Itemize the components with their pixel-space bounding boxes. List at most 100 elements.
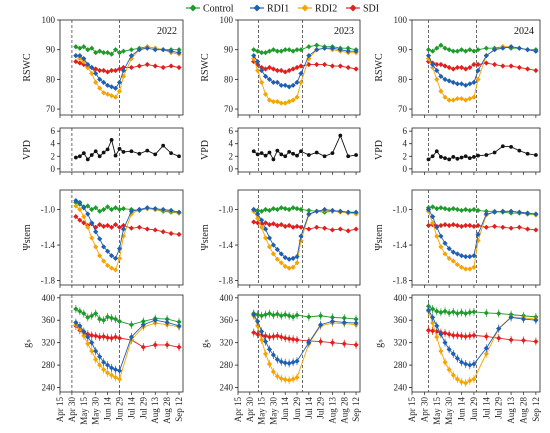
rdi1-point bbox=[112, 255, 119, 261]
rdi1-point bbox=[425, 53, 432, 59]
y-axis-label: RSWC bbox=[200, 53, 211, 82]
rdi1-point bbox=[467, 81, 473, 87]
y-axis-label: gₛ bbox=[374, 339, 385, 348]
rdi1-point bbox=[306, 211, 312, 217]
control-point bbox=[471, 48, 477, 54]
panel-psi-2023: -1.0 -1.4 -1.8 Ψstem bbox=[200, 189, 361, 288]
x-tick-label: Jun 29 bbox=[292, 397, 302, 421]
rdi1-point bbox=[128, 334, 135, 340]
rdi1-point bbox=[259, 217, 265, 223]
sdi-point bbox=[520, 337, 527, 344]
rdi1-point bbox=[306, 340, 312, 346]
rdi1-point bbox=[255, 318, 261, 324]
sdi-point bbox=[140, 344, 146, 350]
panel-frame bbox=[237, 127, 361, 173]
control-point bbox=[120, 48, 127, 54]
rdi1-point bbox=[467, 253, 473, 260]
rdi2-point bbox=[112, 94, 119, 100]
y-tick-label: 360 bbox=[42, 315, 56, 325]
y-axis-label: RSWC bbox=[22, 53, 33, 82]
control-point bbox=[77, 308, 83, 314]
rdi1-point bbox=[446, 78, 452, 84]
sdi-point bbox=[266, 222, 273, 228]
rdi2-point bbox=[77, 55, 83, 62]
sdi-point bbox=[77, 60, 83, 66]
rdi2-point bbox=[255, 215, 261, 222]
rdi2-point bbox=[262, 235, 269, 241]
rdi1-point bbox=[491, 47, 498, 53]
rdi2-point bbox=[458, 379, 465, 385]
rdi1-point bbox=[294, 358, 300, 364]
rdi2-point bbox=[290, 264, 296, 270]
sdi-point bbox=[353, 226, 359, 232]
panel-frame bbox=[237, 294, 361, 393]
vpd-point bbox=[121, 149, 126, 154]
rdi1-point bbox=[463, 361, 469, 367]
y-tick-label: 100 bbox=[220, 15, 234, 25]
rdi1-point bbox=[525, 210, 531, 216]
sdi-point bbox=[434, 328, 440, 335]
sdi-point bbox=[144, 61, 150, 68]
control-point bbox=[278, 205, 284, 211]
x-tick-label: Apr 15 bbox=[233, 397, 243, 423]
y-tick-label: -1.4 bbox=[393, 240, 408, 250]
x-tick-label: May 15 bbox=[257, 397, 267, 425]
rdi1-point bbox=[73, 53, 79, 59]
rdi1-point bbox=[176, 323, 182, 329]
rdi1-point bbox=[81, 205, 87, 211]
sdi-point bbox=[467, 222, 473, 229]
rdi1-point bbox=[274, 246, 280, 253]
rdi2-point bbox=[108, 265, 115, 271]
rdi1-point bbox=[251, 53, 257, 59]
vpd-point bbox=[330, 151, 335, 156]
rdi1-point bbox=[471, 361, 477, 367]
x-tick-label: Jun 29 bbox=[469, 397, 479, 421]
control-point bbox=[251, 47, 257, 53]
rdi2-point bbox=[108, 372, 115, 378]
rdi1-point bbox=[430, 314, 436, 321]
x-tick-label: Jul 14 bbox=[126, 397, 136, 419]
rdi2-point bbox=[262, 91, 269, 97]
rdi1-point bbox=[77, 199, 83, 206]
sdi-point bbox=[475, 61, 481, 68]
rdi1-point bbox=[475, 67, 481, 74]
vpd-point bbox=[275, 148, 280, 153]
control-point bbox=[450, 206, 456, 212]
rdi1-point bbox=[442, 340, 448, 346]
rdi1-point bbox=[500, 45, 506, 51]
control-point bbox=[112, 47, 119, 53]
rdi2-point bbox=[454, 376, 461, 382]
rdi2-point bbox=[463, 266, 469, 272]
y-tick-label: -1.0 bbox=[219, 205, 234, 215]
x-tick-label: Jul 14 bbox=[304, 397, 314, 419]
rdi1-point bbox=[255, 58, 261, 65]
rdi1-point bbox=[89, 64, 95, 71]
y-tick-label: 70 bbox=[398, 104, 408, 114]
x-tick-label: Aug 13 bbox=[150, 397, 160, 424]
vpd-point bbox=[271, 157, 276, 162]
sdi-point bbox=[278, 67, 284, 74]
control-point bbox=[463, 48, 469, 54]
y-tick-label: 280 bbox=[394, 360, 408, 370]
sdi-point bbox=[116, 335, 123, 341]
rdi1-point bbox=[116, 79, 123, 85]
rdi1-point bbox=[321, 206, 328, 213]
sdi-point bbox=[450, 66, 456, 72]
control-point bbox=[105, 314, 111, 320]
sdi-point bbox=[176, 64, 182, 71]
vpd-point bbox=[533, 153, 538, 157]
sdi-point bbox=[270, 221, 277, 227]
vpd-point bbox=[443, 156, 447, 161]
control-point bbox=[341, 315, 347, 321]
vpd-point bbox=[93, 149, 98, 154]
control-point bbox=[463, 206, 469, 213]
rdi2-point bbox=[259, 224, 265, 230]
rdi2-point bbox=[286, 377, 292, 383]
sdi-point bbox=[467, 333, 473, 339]
sdi-point bbox=[73, 214, 79, 220]
rdi1-point bbox=[508, 44, 514, 50]
rdi2-point bbox=[259, 337, 265, 343]
sdi-point bbox=[270, 333, 277, 340]
rdi1-point bbox=[270, 242, 277, 248]
sdi-point bbox=[500, 224, 506, 230]
